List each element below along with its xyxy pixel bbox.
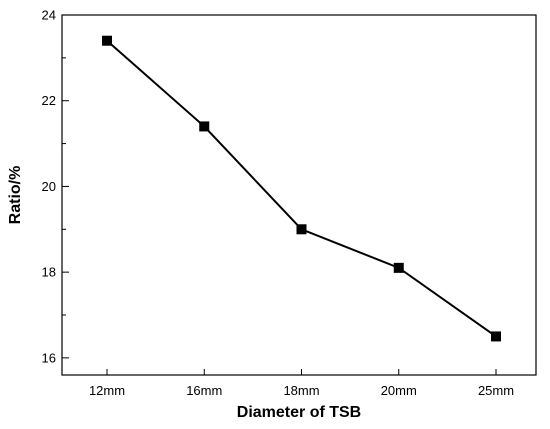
data-series	[102, 35, 501, 342]
x-tick-label: 20mm	[381, 383, 417, 398]
data-point	[393, 262, 404, 273]
x-tick-label: 12mm	[89, 383, 125, 398]
data-point	[199, 121, 210, 132]
y-tick-label: 18	[42, 265, 56, 280]
plot-frame	[61, 14, 537, 376]
series-line	[106, 39, 497, 338]
data-point	[491, 331, 501, 342]
data-point	[102, 35, 112, 46]
y-tick-label: 22	[42, 93, 56, 108]
y-tick-label: 20	[42, 179, 56, 194]
y-tick-label: 16	[42, 350, 56, 365]
x-axis-title: Diameter of TSB	[237, 404, 361, 421]
data-point	[296, 224, 307, 235]
y-tick-label: 24	[42, 8, 56, 23]
y-axis: 16 18 20 22 24	[42, 8, 69, 365]
x-tick-label: 18mm	[283, 383, 319, 398]
x-tick-label: 25mm	[478, 383, 514, 398]
x-tick-label: 16mm	[186, 383, 222, 398]
x-axis: 12mm 16mm 18mm 20mm 25mm	[89, 369, 514, 398]
y-axis-title: Ratio/%	[7, 166, 24, 225]
